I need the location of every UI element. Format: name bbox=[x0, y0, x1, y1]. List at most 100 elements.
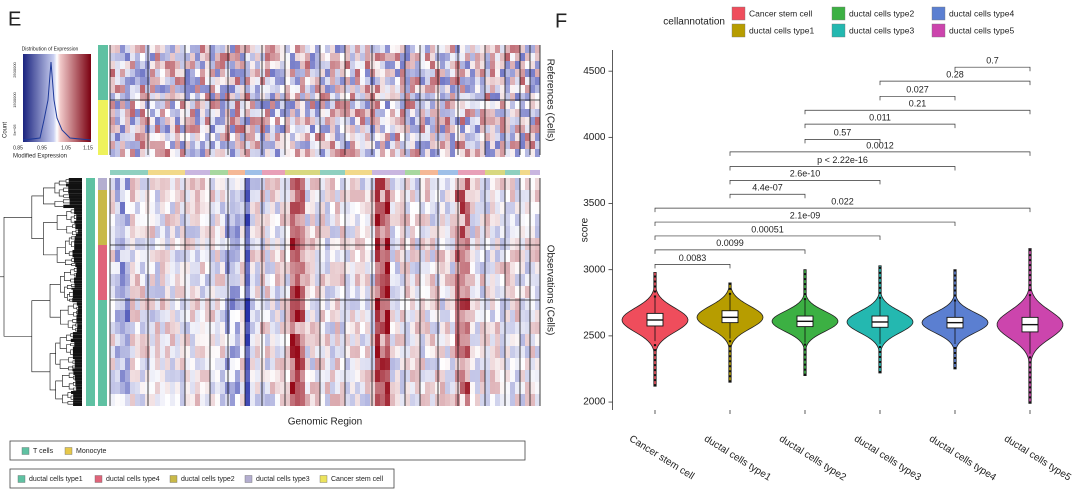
heatmap-cell bbox=[245, 274, 250, 286]
heatmap-cell bbox=[405, 274, 410, 286]
heatmap-cell bbox=[300, 117, 305, 125]
heatmap-cell bbox=[340, 178, 345, 190]
heatmap-cell bbox=[430, 85, 435, 93]
heatmap-cell bbox=[225, 101, 230, 109]
heatmap-cell bbox=[210, 250, 215, 262]
heatmap-cell bbox=[235, 226, 240, 238]
heatmap-cell bbox=[485, 141, 490, 149]
p-value-label: 0.022 bbox=[831, 197, 854, 207]
heatmap-cell bbox=[500, 346, 505, 358]
heatmap-cell bbox=[265, 262, 270, 274]
heatmap-cell bbox=[425, 322, 430, 334]
heatmap-cell bbox=[225, 61, 230, 69]
heatmap-cell bbox=[130, 286, 135, 298]
heatmap-cell bbox=[295, 101, 300, 109]
heatmap-cell bbox=[370, 125, 375, 133]
heatmap-cell bbox=[435, 45, 440, 53]
heatmap-cell bbox=[175, 226, 180, 238]
heatmap-cell bbox=[110, 274, 115, 286]
annotation-bar bbox=[98, 178, 107, 190]
heatmap-cell bbox=[350, 226, 355, 238]
heatmap-cell bbox=[285, 394, 290, 406]
heatmap-cell bbox=[415, 141, 420, 149]
heatmap-cell bbox=[140, 310, 145, 322]
heatmap-cell bbox=[525, 69, 530, 77]
heatmap-cell bbox=[515, 133, 520, 141]
dendrogram-leaves bbox=[74, 211, 82, 215]
heatmap-cell bbox=[365, 141, 370, 149]
comparison-bracket bbox=[879, 80, 1031, 86]
heatmap-cell bbox=[195, 133, 200, 141]
dendrogram-leaves bbox=[73, 260, 82, 263]
heatmap-cell bbox=[445, 149, 450, 157]
heatmap-cell bbox=[460, 382, 465, 394]
heatmap-cell bbox=[285, 53, 290, 61]
heatmap-cell bbox=[290, 178, 295, 190]
heatmap-cell bbox=[290, 346, 295, 358]
heatmap-cell bbox=[510, 85, 515, 93]
heatmap-cell bbox=[130, 226, 135, 238]
heatmap-cell bbox=[225, 53, 230, 61]
heatmap-cell bbox=[265, 190, 270, 202]
heatmap-cell bbox=[220, 226, 225, 238]
heatmap-cell bbox=[315, 141, 320, 149]
heatmap-cell bbox=[235, 77, 240, 85]
heatmap-cell bbox=[460, 53, 465, 61]
heatmap-cell bbox=[245, 382, 250, 394]
heatmap-cell bbox=[240, 77, 245, 85]
heatmap-cell bbox=[385, 141, 390, 149]
heatmap-cell bbox=[410, 117, 415, 125]
heatmap-cell bbox=[460, 149, 465, 157]
heatmap-cell bbox=[215, 394, 220, 406]
heatmap-cell bbox=[330, 190, 335, 202]
heatmap-cell bbox=[155, 382, 160, 394]
heatmap-cell bbox=[235, 382, 240, 394]
heatmap-cell bbox=[140, 101, 145, 109]
heatmap-cell bbox=[365, 69, 370, 77]
heatmap-cell bbox=[275, 178, 280, 190]
heatmap-cell bbox=[185, 310, 190, 322]
heatmap-cell bbox=[490, 61, 495, 69]
heatmap-cell bbox=[260, 190, 265, 202]
heatmap-cell bbox=[240, 250, 245, 262]
dendrogram-leaves bbox=[69, 198, 82, 202]
heatmap-cell bbox=[510, 238, 515, 250]
heatmap-cell bbox=[320, 61, 325, 69]
heatmap-cell bbox=[345, 310, 350, 322]
heatmap-cell bbox=[175, 53, 180, 61]
heatmap-cell bbox=[150, 286, 155, 298]
heatmap-cell bbox=[165, 262, 170, 274]
heatmap-cell bbox=[245, 53, 250, 61]
heatmap-cell bbox=[455, 334, 460, 346]
heatmap-cell bbox=[425, 334, 430, 346]
heatmap-cell bbox=[320, 141, 325, 149]
heatmap-cell bbox=[140, 125, 145, 133]
heatmap-cell bbox=[525, 77, 530, 85]
heatmap-cell bbox=[235, 61, 240, 69]
heatmap-cell bbox=[195, 286, 200, 298]
heatmap-cell bbox=[305, 334, 310, 346]
chromosome-strip bbox=[485, 170, 505, 175]
dendrogram-branch bbox=[65, 179, 69, 183]
heatmap-cell bbox=[145, 346, 150, 358]
heatmap-cell bbox=[125, 125, 130, 133]
heatmap-cell bbox=[495, 394, 500, 406]
heatmap-cell bbox=[270, 394, 275, 406]
heatmap-cell bbox=[505, 322, 510, 334]
heatmap-cell bbox=[535, 286, 540, 298]
heatmap-cell bbox=[415, 310, 420, 322]
heatmap-cell bbox=[215, 85, 220, 93]
heatmap-cell bbox=[195, 45, 200, 53]
heatmap-cell bbox=[150, 178, 155, 190]
heatmap-cell bbox=[360, 358, 365, 370]
heatmap-cell bbox=[120, 202, 125, 214]
dendrogram-leaves bbox=[69, 201, 82, 205]
heatmap-cell bbox=[220, 310, 225, 322]
heatmap-cell bbox=[445, 238, 450, 250]
heatmap-cell bbox=[170, 190, 175, 202]
heatmap-cell bbox=[525, 226, 530, 238]
heatmap-cell bbox=[215, 322, 220, 334]
heatmap-cell bbox=[405, 346, 410, 358]
dendrogram-branch bbox=[65, 259, 72, 265]
heatmap-cell bbox=[215, 214, 220, 226]
